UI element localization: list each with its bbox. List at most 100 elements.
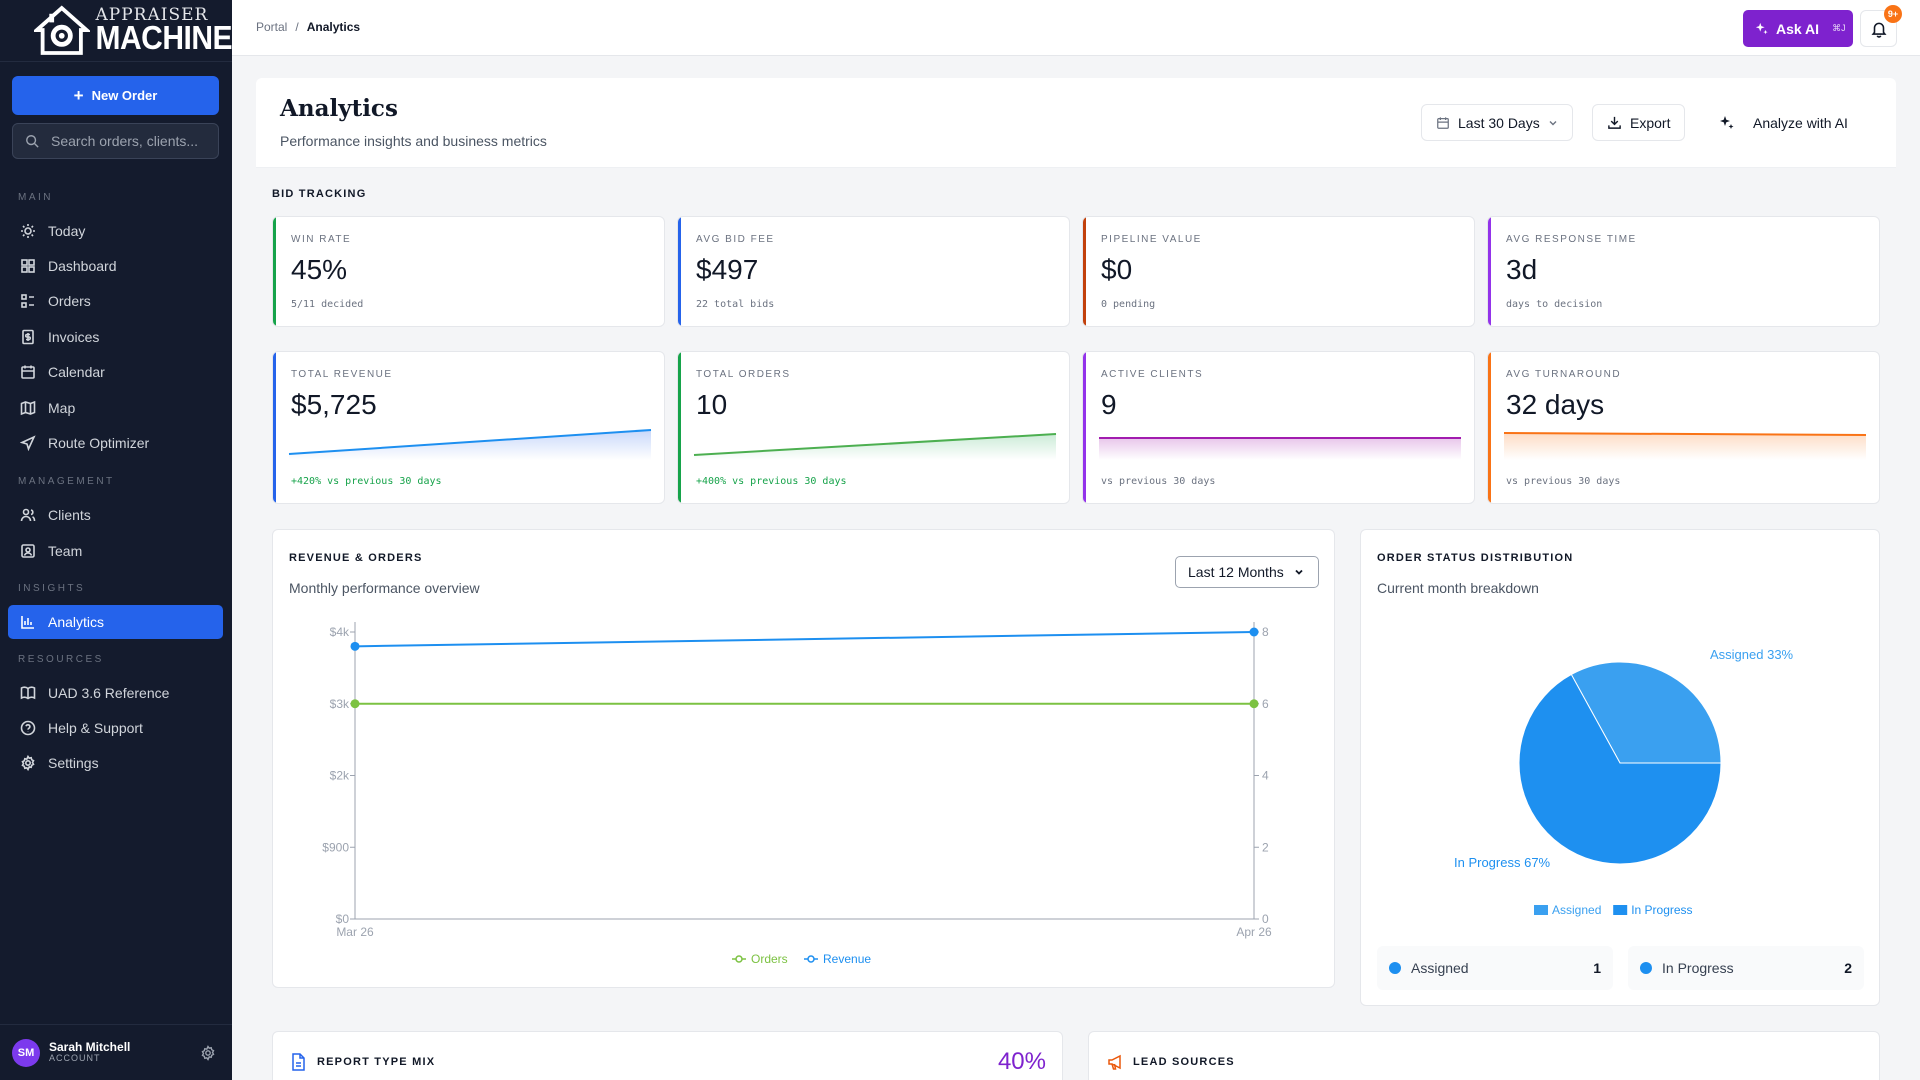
brand-line2: MACHINE	[95, 20, 233, 57]
status-chip-assigned: Assigned 1	[1377, 946, 1613, 990]
sidebar-item-label: Route Optimizer	[48, 435, 150, 451]
plus-icon: +	[73, 86, 84, 105]
metric-value: 3d	[1506, 254, 1538, 285]
sidebar-item-today[interactable]: Today	[8, 214, 223, 248]
report-type-mix-panel: REPORT TYPE MIX 40%	[272, 1031, 1063, 1080]
pie-legend-item: Assigned	[1534, 903, 1601, 917]
page-header: Analytics Performance insights and busin…	[256, 78, 1896, 168]
data-point-revenue	[1249, 627, 1259, 637]
pie-slice-in-progress	[1518, 673, 1722, 865]
search-input[interactable]: Search orders, clients...	[12, 123, 219, 159]
dollar-doc-icon	[22, 329, 34, 345]
metric-label: PIPELINE VALUE	[1101, 234, 1202, 245]
legend-label: Orders	[751, 952, 788, 966]
brand-line1: APPRAISER	[95, 5, 209, 25]
topbar: Portal / Analytics Ask AI ⌘J 9+	[232, 0, 1920, 56]
sidebar-item-label: Help & Support	[48, 720, 143, 736]
sidebar-item-settings[interactable]: Settings	[8, 746, 223, 780]
sidebar-item-orders[interactable]: Orders	[8, 284, 223, 318]
metric-sub: days to decision	[1506, 299, 1603, 310]
right-tick-label: 4	[1262, 769, 1269, 783]
metric-label: ACTIVE CLIENTS	[1101, 369, 1204, 380]
metric-change: vs previous 30 days	[1506, 476, 1621, 487]
ask-ai-label: Ask AI	[1776, 20, 1820, 37]
sidebar-item-help[interactable]: Help & Support	[8, 711, 223, 745]
right-tick-label: 6	[1262, 697, 1269, 711]
calendar-icon	[1437, 116, 1449, 129]
sidebar-item-uad-reference[interactable]: UAD 3.6 Reference	[8, 676, 223, 710]
revenue-sparkline	[288, 429, 652, 460]
sidebar-item-label: Analytics	[48, 614, 105, 630]
panel-title: REVENUE & ORDERS	[289, 552, 423, 564]
list-icon	[21, 294, 34, 308]
map-icon	[20, 400, 36, 416]
turnaround-sparkline	[1503, 432, 1867, 460]
ask-ai-button[interactable]: Ask AI ⌘J	[1743, 10, 1853, 47]
sidebar-item-calendar[interactable]: Calendar	[8, 355, 223, 389]
sun-icon	[21, 224, 35, 238]
sidebar-item-label: Clients	[48, 507, 91, 523]
analyze-with-ai-button[interactable]: Analyze with AI	[1705, 104, 1862, 141]
months-range-select[interactable]: Last 12 Months	[1175, 556, 1319, 588]
orders-sparkline	[693, 433, 1057, 460]
revenue-orders-chart: $0 $900 $2k $3k $4k 0 2 4 6 8 Mar 26 Apr 26 Orders Re…	[322, 622, 1272, 966]
sidebar-item-invoices[interactable]: Invoices	[8, 320, 223, 354]
date-range-select[interactable]: Last 30 Days	[1421, 104, 1573, 141]
data-point-orders	[350, 699, 360, 709]
pipeline-value-card: PIPELINE VALUE $0 0 pending	[1082, 216, 1475, 327]
nav-section-insights: INSIGHTS	[18, 583, 86, 594]
sparkle-icon	[1755, 22, 1768, 34]
sidebar-item-route-optimizer[interactable]: Route Optimizer	[8, 426, 223, 460]
nav-section-resources: RESOURCES	[18, 654, 104, 665]
user-name: Sarah Mitchell	[49, 1039, 131, 1054]
user-account[interactable]: SM Sarah Mitchell ACCOUNT	[0, 1024, 232, 1080]
help-icon	[20, 720, 36, 736]
new-order-label: New Order	[91, 88, 158, 103]
months-range-label: Last 12 Months	[1188, 564, 1284, 580]
sidebar-item-map[interactable]: Map	[8, 391, 223, 425]
download-icon	[1608, 116, 1621, 129]
new-order-button[interactable]: + New Order	[12, 76, 219, 115]
brand-logo[interactable]: APPRAISER MACHINE	[0, 0, 232, 62]
legend-swatch	[1534, 905, 1548, 915]
page-subtitle: Performance insights and business metric…	[280, 133, 547, 149]
megaphone-icon	[1108, 1054, 1121, 1070]
notifications-button[interactable]: 9+	[1860, 5, 1902, 47]
legend-marker	[735, 955, 743, 963]
navigation-icon	[20, 435, 36, 451]
gear-icon	[21, 755, 35, 771]
panel-subtitle: Current month breakdown	[1377, 580, 1539, 596]
export-button[interactable]: Export	[1592, 104, 1686, 141]
sidebar-item-team[interactable]: Team	[8, 534, 223, 568]
in-progress-dot	[1640, 962, 1652, 974]
sidebar-item-clients[interactable]: Clients	[8, 498, 223, 532]
bid-tracking-heading: BID TRACKING	[272, 188, 367, 200]
page-title: Analytics	[280, 95, 398, 122]
status-name: In Progress	[1662, 960, 1734, 976]
breadcrumb-separator: /	[295, 20, 299, 34]
metric-change: vs previous 30 days	[1101, 476, 1216, 487]
sidebar: APPRAISER MACHINE + New Order Search ord…	[0, 0, 232, 1080]
breadcrumb-portal[interactable]: Portal	[256, 20, 288, 34]
calendar-icon	[21, 365, 35, 379]
sidebar-item-dashboard[interactable]: Dashboard	[8, 249, 223, 283]
sidebar-item-analytics[interactable]: Analytics	[8, 605, 223, 639]
metric-label: WIN RATE	[291, 234, 352, 245]
left-tick-label: $900	[322, 840, 349, 854]
chevron-down-icon	[1549, 120, 1557, 125]
right-tick-label: 0	[1262, 912, 1269, 926]
status-count: 1	[1593, 960, 1601, 976]
avatar: SM	[12, 1038, 40, 1067]
sidebar-item-label: Invoices	[48, 329, 100, 345]
total-revenue-card: TOTAL REVENUE $5,725 +420% vs previous 3…	[272, 351, 665, 504]
right-tick-label: 2	[1262, 840, 1269, 854]
team-icon	[21, 544, 35, 558]
win-rate-card: WIN RATE 45% 5/11 decided	[272, 216, 665, 327]
right-tick-label: 8	[1262, 625, 1269, 639]
bell-icon	[1871, 22, 1886, 38]
metric-value: $5,725	[291, 389, 377, 420]
settings-gear-icon[interactable]	[200, 1045, 216, 1061]
order-status-panel: ORDER STATUS DISTRIBUTION Current month …	[1360, 529, 1880, 1006]
x-tick-label: Apr 26	[1236, 925, 1272, 939]
panel-title: LEAD SOURCES	[1133, 1056, 1235, 1068]
